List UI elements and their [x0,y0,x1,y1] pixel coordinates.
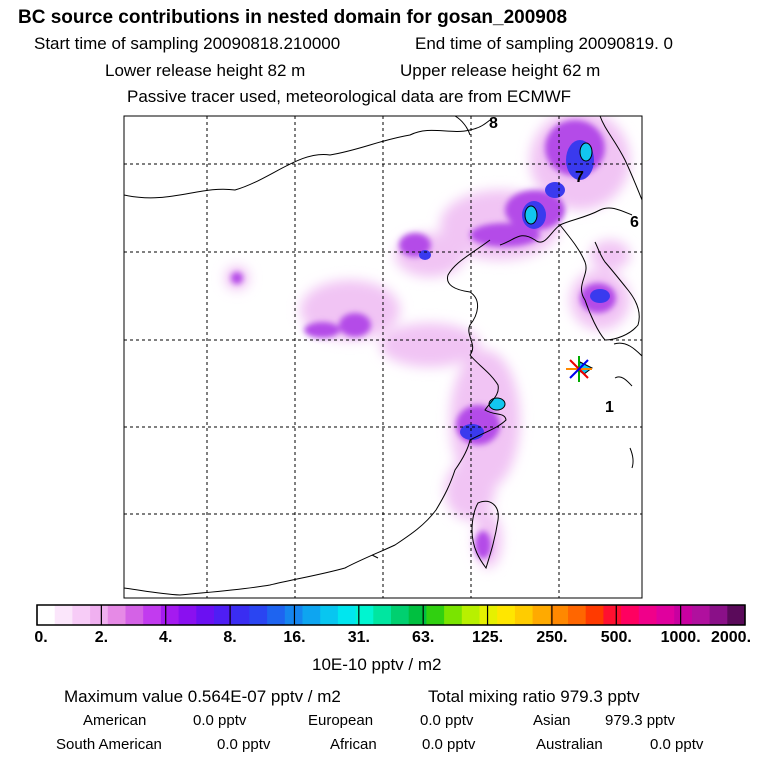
colorbar-cell [107,605,126,625]
colorbar-cell [90,605,109,625]
south-american-label: South American [56,736,162,753]
colorbar-cell [426,605,445,625]
colorbar-cell [497,605,516,625]
colorbar-cell [444,605,463,625]
asian-value: 979.3 pptv [605,712,676,729]
colorbar-tick-label: 125. [471,629,504,646]
colorbar-cell [143,605,162,625]
colorbar-tick-label: 2. [94,629,109,646]
start-time-label: Start time of sampling 20090818.210000 [34,34,341,53]
colorbar-cell [603,605,622,625]
colorbar-tick-label: 250. [536,629,568,646]
colorbar-tick-label: 0. [34,629,48,646]
colorbar-cell [249,605,268,625]
colorbar-cell [355,605,374,625]
map-label-8: 8 [489,115,498,132]
colorbar-cell [479,605,498,625]
colorbar-tick-label: 1000. [660,629,701,646]
colorbar-cell [302,605,321,625]
colorbar-tick-label: 31. [347,629,370,646]
african-value: 0.0 pptv [422,736,476,753]
colorbar-tick-label: 16. [283,629,306,646]
coastlines [124,116,642,596]
colorbar-cell [568,605,587,625]
map-label-6: 6 [630,214,639,231]
australian-value: 0.0 pptv [650,736,704,753]
colorbar-cell [514,605,534,625]
colorbar-cell [691,605,711,625]
colorbar-cell [550,605,569,625]
map-label-1: 1 [605,399,614,416]
colorbar-cell [267,605,286,625]
colorbar-cell [656,605,675,625]
colorbar-cell [408,605,427,625]
colorbar-cell [125,605,144,625]
colorbar-cell [37,605,56,625]
map-frame [123,115,643,599]
colorbar-cell [196,605,215,625]
colorbar-cell [214,605,233,625]
tracer-note: Passive tracer used, meteorological data… [127,87,572,106]
colorbar-cell [727,605,746,625]
colorbar-cell [72,605,91,625]
field-peak [488,142,593,411]
colorbar-cell [178,605,197,625]
colorbar-cell [160,605,180,625]
south-american-value: 0.0 pptv [217,736,271,753]
map-plot: 8 7 6 1 [123,115,643,599]
colorbar-cell [320,605,339,625]
colorbar-cell [585,605,604,625]
colorbar-cell [391,605,410,625]
colorbar-cell [337,605,357,625]
asian-label: Asian [533,712,571,729]
colorbar-cell [638,605,657,625]
australian-label: Australian [536,736,603,753]
european-value: 0.0 pptv [420,712,474,729]
chart-title: BC source contributions in nested domain… [18,7,568,28]
lower-release-label: Lower release height 82 m [105,61,306,80]
european-label: European [308,712,374,729]
colorbar-cell [461,605,480,625]
colorbar-frame [36,604,746,626]
field-high [419,140,610,440]
african-label: African [330,736,377,753]
end-time-label: End time of sampling 20090819. 0 [415,34,674,53]
american-label: American [83,712,147,729]
contribution-field [124,116,642,596]
colorbar-units: 10E-10 pptv / m2 [312,655,442,674]
gridlines [124,116,642,598]
colorbar-cell [709,605,728,625]
total-mixing-ratio: Total mixing ratio 979.3 pptv [428,687,640,706]
receptor-marker [566,356,592,382]
colorbar-cell [231,605,250,625]
colorbar-tick-label: 2000. [710,629,752,646]
colorbar-tick-label: 500. [600,629,632,646]
maximum-value: Maximum value 0.564E-07 pptv / m2 [64,687,341,706]
colorbar-tick-label: 8. [223,629,237,646]
colorbar-cell [54,605,73,625]
map-label-7: 7 [575,169,584,186]
colorbar-tick-label: 63. [412,629,435,646]
colorbar-tick-label: 4. [159,629,173,646]
colorbar-cell [532,605,551,625]
upper-release-label: Upper release height 62 m [400,61,601,80]
colorbar-cell [373,605,392,625]
colorbar-cell [621,605,640,625]
american-value: 0.0 pptv [193,712,247,729]
colorbar-cell [674,605,693,625]
